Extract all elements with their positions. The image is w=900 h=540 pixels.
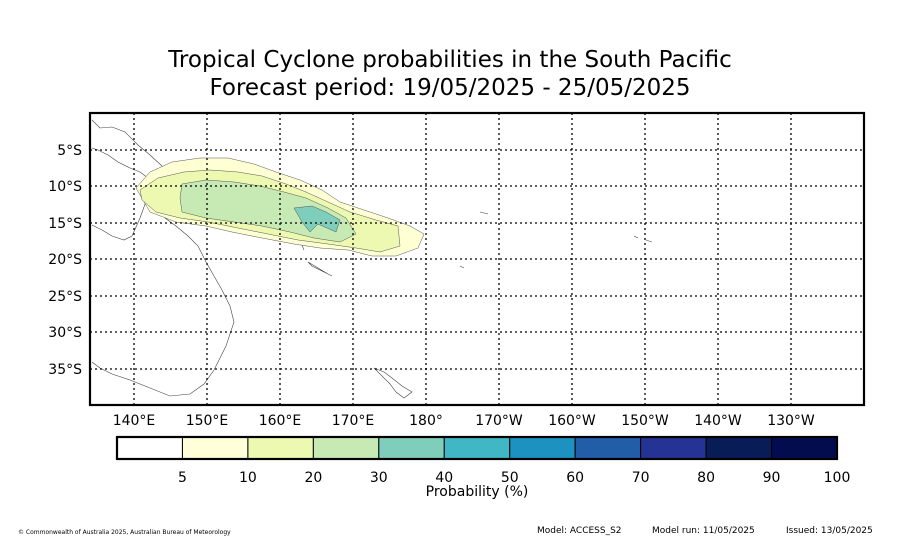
colorbar-segment <box>181 436 249 460</box>
longitude-label: 150°E <box>186 413 229 429</box>
colorbar-segment <box>640 436 707 460</box>
colorbar-segment <box>443 436 511 460</box>
colorbar-segment <box>509 436 576 460</box>
colorbar-segment <box>312 436 380 460</box>
colorbar-tick-label: 70 <box>632 470 650 486</box>
colorbar-tick-label: 80 <box>697 470 715 486</box>
latitude-label: 30°S <box>48 325 82 341</box>
model-name: Model: ACCESS_S2 <box>537 526 622 536</box>
colorbar-segment <box>574 436 642 460</box>
colorbar-segment <box>705 436 773 460</box>
colorbar-frame <box>115 435 839 461</box>
longitude-label: 170°W <box>475 413 523 429</box>
latitude-label: 35°S <box>48 362 82 378</box>
longitude-label: 150°W <box>621 413 669 429</box>
latitude-label: 15°S <box>48 216 82 232</box>
latitude-label: 5°S <box>57 143 82 159</box>
new-zealand-outline <box>373 367 413 399</box>
colorbar-tick-label: 40 <box>435 470 453 486</box>
latitude-labels: 5°S 10°S 15°S 20°S 25°S 30°S 35°S <box>48 143 82 378</box>
longitude-label: 180° <box>409 413 443 429</box>
map-frame <box>88 111 866 407</box>
map-gridlines <box>90 113 864 405</box>
colorbar-tick-label: 50 <box>501 470 519 486</box>
colorbar-segment <box>247 436 314 460</box>
colorbar-tick-label: 90 <box>763 470 781 486</box>
colorbar-tick-labels: 5 10 20 30 40 50 60 70 80 90 100 <box>178 470 850 486</box>
colorbar-tick-label: 20 <box>304 470 322 486</box>
longitude-label: 170°E <box>332 413 375 429</box>
longitude-label: 140°W <box>694 413 742 429</box>
probability-contours <box>135 157 425 257</box>
colorbar-tick-label: 100 <box>824 470 851 486</box>
copyright-credit: © Commonwealth of Australia 2025, Austra… <box>18 529 231 536</box>
chart-title-line2: Forecast period: 19/05/2025 - 25/05/2025 <box>209 75 691 101</box>
small-islands-outline <box>459 211 653 269</box>
latitude-label: 20°S <box>48 252 82 268</box>
colorbar-segment <box>116 436 183 460</box>
colorbar-tick-label: 30 <box>370 470 388 486</box>
colorbar-label: Probability (%) <box>426 484 529 500</box>
issued-date: Issued: 13/05/2025 <box>786 526 873 536</box>
longitude-label: 130°W <box>767 413 815 429</box>
model-run-date: Model run: 11/05/2025 <box>652 526 755 536</box>
colorbar <box>115 435 839 461</box>
longitude-label: 160°E <box>259 413 302 429</box>
chart-title-line1: Tropical Cyclone probabilities in the So… <box>168 47 732 73</box>
colorbar-tick-label: 5 <box>178 470 187 486</box>
longitude-labels: 140°E 150°E 160°E 170°E 180° 170°W 160°W 150°W 1… <box>113 413 815 429</box>
latitude-label: 10°S <box>48 179 82 195</box>
longitude-label: 160°W <box>548 413 596 429</box>
australia-coast-outline <box>91 185 235 397</box>
colorbar-segment <box>378 436 445 460</box>
colorbar-tick-label: 10 <box>239 470 257 486</box>
contour-30-40-percent <box>293 205 341 233</box>
longitude-label: 140°E <box>113 413 156 429</box>
new-caledonia-outline <box>307 261 333 277</box>
colorbar-segment <box>771 436 838 460</box>
latitude-label: 25°S <box>48 289 82 305</box>
colorbar-tick-label: 60 <box>566 470 584 486</box>
